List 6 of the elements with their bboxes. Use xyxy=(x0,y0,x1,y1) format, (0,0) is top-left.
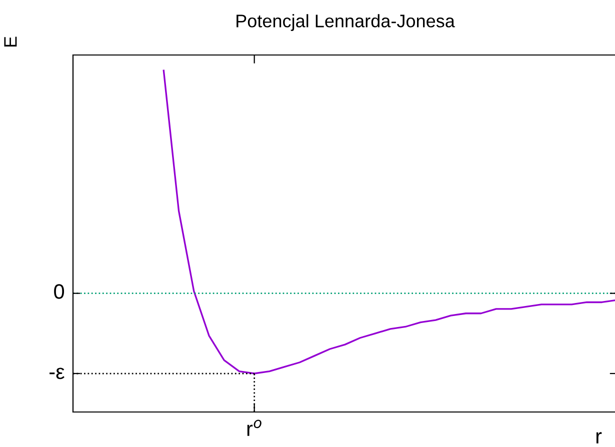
chart-title: Potencjal Lennarda-Jonesa xyxy=(236,14,455,31)
x-axis-title: r xyxy=(596,432,602,444)
ref-line-label: 0 xyxy=(54,284,64,299)
y-axis-title: E xyxy=(4,36,17,47)
ref-line-label: -ε xyxy=(50,368,64,380)
text: r$^{o}$ xyxy=(247,420,262,436)
